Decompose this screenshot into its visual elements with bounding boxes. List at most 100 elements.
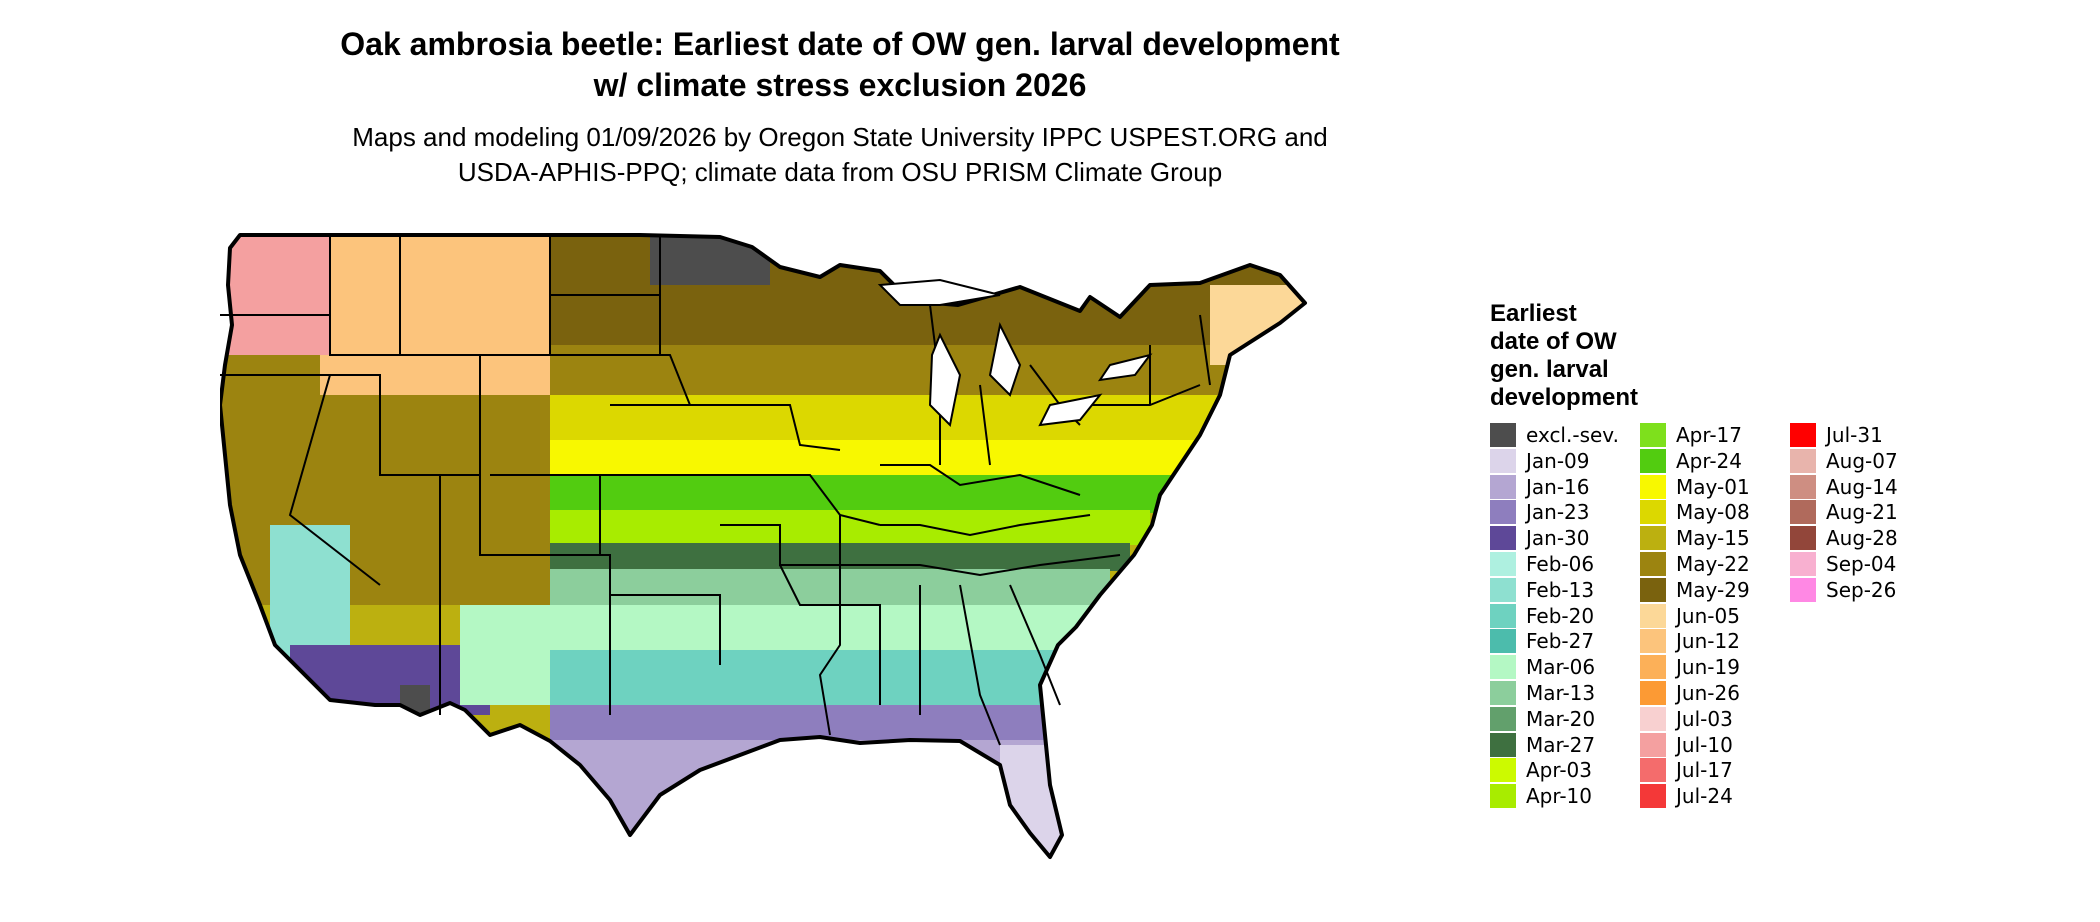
legend-label: Jan-16 [1526,474,1590,499]
legend-swatch [1490,423,1516,447]
legend-label: Jan-09 [1526,448,1590,473]
legend-title-line-2: date of OW [1490,328,1617,355]
legend-item: Mar-27 [1490,732,1595,758]
legend-item: Jan-09 [1490,448,1590,474]
legend-item: Feb-13 [1490,577,1594,603]
legend-label: excl.-sev. [1526,423,1619,447]
legend-swatch [1640,732,1666,757]
legend-label: Feb-13 [1526,577,1595,602]
legend-item: Jan-16 [1490,474,1590,500]
legend-title-line-1: Earliest [1490,300,1577,327]
legend-label: May-29 [1676,577,1750,602]
legend-swatch [1490,474,1516,499]
legend-item: Jul-17 [1640,757,1733,783]
legend-item: Mar-20 [1490,706,1595,732]
legend-item: Jun-05 [1640,603,1740,629]
legend-swatch [1640,500,1666,525]
legend-item: Feb-20 [1490,603,1594,629]
legend-title-line-3: gen. larval [1490,356,1609,383]
legend-swatch [1490,448,1516,473]
legend-label: Jan-23 [1526,500,1590,525]
legend-item: Aug-14 [1790,474,1898,500]
us-map [220,233,1307,859]
legend-swatch [1640,655,1666,680]
legend-item: Apr-10 [1490,783,1592,809]
legend-item: Sep-04 [1790,551,1896,577]
legend-swatch [1640,423,1666,447]
legend-label: Mar-06 [1526,655,1596,680]
legend-label: Jun-26 [1676,681,1740,705]
legend-label: Jan-30 [1526,526,1590,551]
legend-label: Feb-06 [1526,552,1595,576]
legend-item: Aug-21 [1790,499,1898,525]
legend-label: Apr-24 [1676,448,1742,473]
legend-swatch [1490,681,1516,705]
legend-item: Aug-28 [1790,525,1898,551]
legend-swatch [1790,423,1816,447]
legend-item: Feb-27 [1490,628,1594,654]
subtitle-line-1: Maps and modeling 01/09/2026 by Oregon S… [352,122,1328,152]
state-borders [220,235,1211,746]
legend-swatch [1640,758,1666,783]
legend-item: Jun-26 [1640,680,1740,706]
legend-item: Jul-10 [1640,732,1733,758]
legend-item: Apr-17 [1640,422,1742,448]
legend-item: May-15 [1640,525,1750,551]
legend-label: Mar-27 [1526,732,1596,757]
legend-swatch [1790,448,1816,473]
legend-swatch [1490,552,1516,576]
legend-label: Jul-31 [1826,423,1883,447]
legend-swatch [1640,681,1666,705]
legend-swatch [1490,732,1516,757]
map-borders [220,233,1307,859]
legend-swatch [1490,603,1516,628]
great-lakes [877,278,1153,428]
legend-swatch [1490,526,1516,551]
legend-label: May-01 [1676,474,1750,499]
legend-label: May-22 [1676,552,1750,576]
legend-item: Jun-19 [1640,654,1740,680]
legend-label: May-15 [1676,526,1750,551]
legend-item: May-01 [1640,474,1750,500]
legend-item: May-22 [1640,551,1750,577]
map-title: Oak ambrosia beetle: Earliest date of OW… [240,24,1440,106]
legend-swatch [1640,552,1666,576]
legend-grid: excl.-sev. Jan-09 Jan-16 Jan-23 Jan-30 Feb-06… [1490,422,1910,922]
legend-title-line-4: development [1490,384,1639,411]
legend-label: Aug-21 [1826,500,1898,525]
legend-swatch [1640,474,1666,499]
title-line-1: Oak ambrosia beetle: Earliest date of OW… [340,26,1340,62]
legend-swatch [1640,577,1666,602]
legend-swatch [1490,577,1516,602]
legend-swatch [1640,526,1666,551]
legend-label: Jul-10 [1676,732,1733,757]
legend-item: May-29 [1640,577,1750,603]
legend-swatch [1790,500,1816,525]
legend-item: Mar-13 [1490,680,1595,706]
legend-label: Feb-20 [1526,603,1595,628]
legend-label: Sep-26 [1826,577,1897,602]
legend-label: Jun-19 [1676,655,1740,680]
legend-swatch [1790,526,1816,551]
legend-item: Jul-31 [1790,422,1883,448]
legend-label: Aug-14 [1826,474,1898,499]
legend-swatch [1640,784,1666,809]
legend-swatch [1640,706,1666,731]
legend-swatch [1790,552,1816,576]
legend-item: Jul-24 [1640,783,1733,809]
legend-item: Aug-07 [1790,448,1898,474]
legend-swatch [1790,474,1816,499]
legend-item: Apr-24 [1640,448,1742,474]
legend-label: May-08 [1676,500,1750,525]
legend-label: Mar-20 [1526,706,1596,731]
legend-label: Apr-10 [1526,784,1592,809]
title-line-2: w/ climate stress exclusion 2026 [593,67,1087,103]
legend-swatch [1490,629,1516,654]
legend-item: Jul-03 [1640,706,1733,732]
legend-swatch [1490,655,1516,680]
legend-item: Jun-12 [1640,628,1740,654]
legend-title: Earliest date of OW gen. larval developm… [1490,300,1910,412]
legend-label: Mar-13 [1526,681,1596,705]
legend-label: Jul-17 [1676,758,1733,783]
legend-swatch [1640,603,1666,628]
